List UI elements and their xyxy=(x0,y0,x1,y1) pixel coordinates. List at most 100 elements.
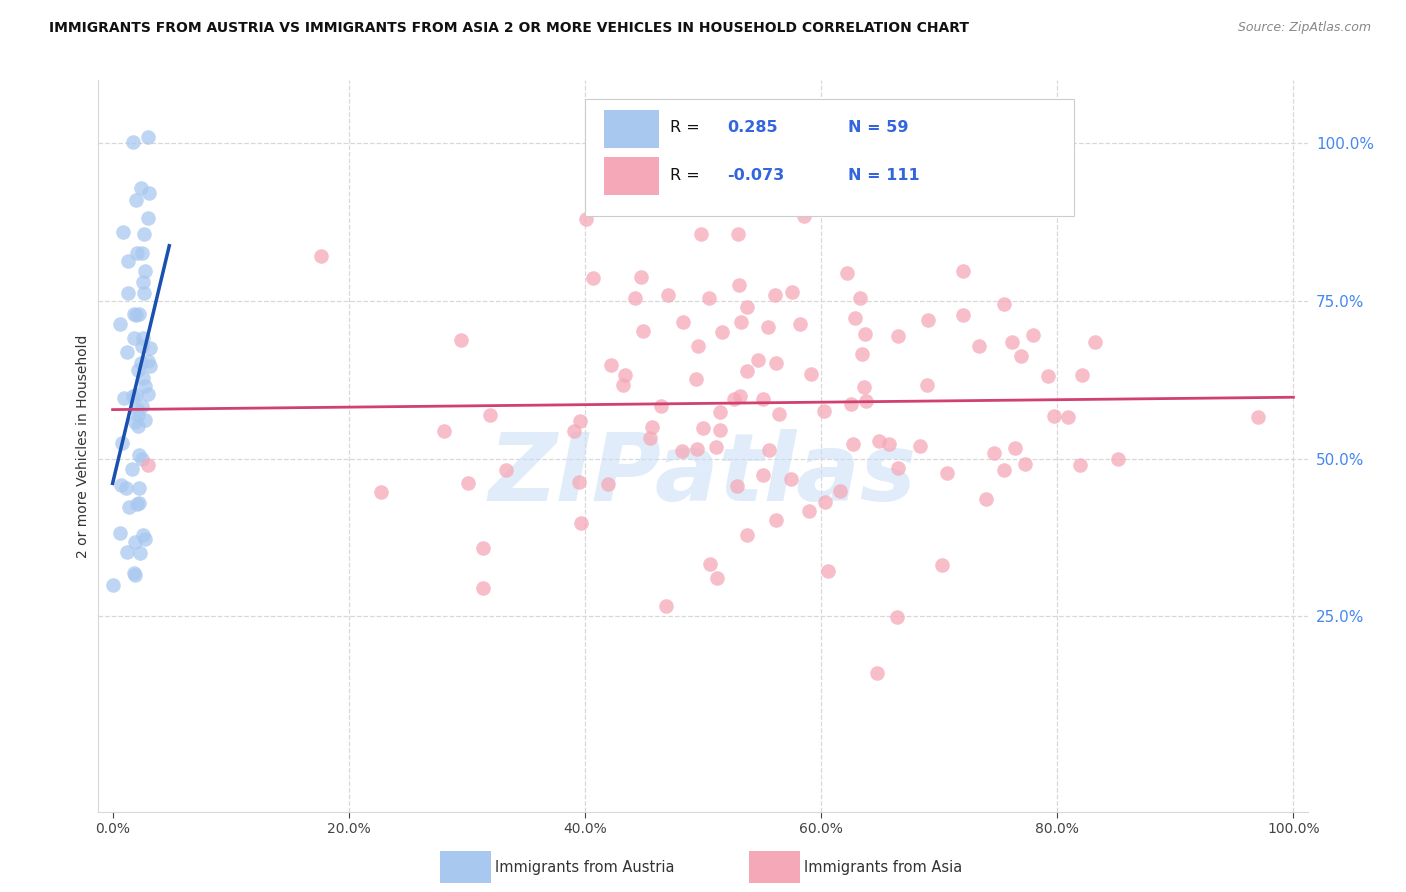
Point xyxy=(128,481,150,495)
Point xyxy=(450,333,472,347)
Point xyxy=(128,545,150,559)
Point xyxy=(131,528,153,542)
Point xyxy=(851,347,873,361)
Point xyxy=(117,286,139,301)
Point xyxy=(1014,457,1036,471)
Point xyxy=(672,316,695,330)
Point xyxy=(735,364,758,378)
Point xyxy=(789,317,811,331)
Point xyxy=(309,249,332,263)
Point xyxy=(569,414,592,428)
Point xyxy=(134,413,156,427)
Point xyxy=(433,424,456,438)
Point xyxy=(479,408,502,422)
Point xyxy=(993,463,1015,477)
Point xyxy=(139,359,162,373)
Point xyxy=(780,285,803,299)
Point xyxy=(877,436,900,450)
Point xyxy=(952,308,974,322)
Point xyxy=(112,391,135,405)
Point xyxy=(936,466,959,480)
Point xyxy=(121,462,143,476)
Text: Source: ZipAtlas.com: Source: ZipAtlas.com xyxy=(1237,21,1371,34)
Point xyxy=(853,326,876,341)
Point xyxy=(868,434,890,449)
Point xyxy=(1022,327,1045,342)
FancyBboxPatch shape xyxy=(603,157,659,195)
Point xyxy=(655,599,678,613)
Text: 0.285: 0.285 xyxy=(727,120,778,136)
Point xyxy=(596,476,619,491)
Point xyxy=(562,424,585,438)
Point xyxy=(917,313,939,327)
Point xyxy=(124,535,146,549)
Point xyxy=(124,331,146,345)
Point xyxy=(111,435,134,450)
Point xyxy=(842,437,865,451)
Point xyxy=(855,394,877,409)
Point xyxy=(122,307,145,321)
Point xyxy=(657,288,679,302)
Point xyxy=(122,566,145,580)
Point xyxy=(138,186,160,200)
Text: Immigrants from Austria: Immigrants from Austria xyxy=(495,860,675,874)
Point xyxy=(129,180,152,194)
Point xyxy=(720,130,742,145)
Point xyxy=(915,377,938,392)
Point xyxy=(650,399,672,413)
Y-axis label: 2 or more Vehicles in Household: 2 or more Vehicles in Household xyxy=(76,334,90,558)
Point xyxy=(134,532,156,546)
Point xyxy=(121,136,143,150)
Point xyxy=(737,528,759,542)
Point xyxy=(752,467,775,482)
Point xyxy=(575,211,598,226)
Point xyxy=(127,498,149,512)
Point xyxy=(849,291,872,305)
Point xyxy=(1043,409,1066,423)
Point xyxy=(457,476,479,491)
Point xyxy=(704,440,727,454)
Text: R =: R = xyxy=(671,168,700,183)
Text: -0.073: -0.073 xyxy=(727,168,785,183)
Point xyxy=(814,495,837,509)
Point xyxy=(1004,441,1026,455)
Point xyxy=(101,578,124,592)
Point xyxy=(568,475,591,489)
Point xyxy=(633,324,655,338)
Point xyxy=(129,356,152,370)
Point xyxy=(612,377,634,392)
Point xyxy=(685,371,707,385)
Point xyxy=(763,288,786,302)
Point xyxy=(136,458,159,473)
Point xyxy=(132,227,155,241)
Point xyxy=(908,439,931,453)
Point xyxy=(122,389,145,403)
Point xyxy=(730,315,752,329)
Point xyxy=(128,308,150,322)
Point xyxy=(706,571,728,585)
Point xyxy=(640,419,662,434)
Point xyxy=(728,389,751,403)
Point xyxy=(1038,369,1060,384)
Point xyxy=(866,665,889,680)
Point xyxy=(128,448,150,462)
Point xyxy=(756,319,779,334)
Point xyxy=(1247,409,1270,424)
Point xyxy=(709,405,731,419)
Point xyxy=(1071,368,1094,383)
Point xyxy=(686,442,709,456)
Point xyxy=(1010,349,1032,363)
Point xyxy=(768,407,790,421)
Text: IMMIGRANTS FROM AUSTRIA VS IMMIGRANTS FROM ASIA 2 OR MORE VEHICLES IN HOUSEHOLD : IMMIGRANTS FROM AUSTRIA VS IMMIGRANTS FR… xyxy=(49,21,969,35)
Point xyxy=(600,358,623,372)
Point xyxy=(108,526,131,541)
Point xyxy=(844,311,866,326)
Point xyxy=(128,496,150,510)
Point xyxy=(671,444,693,458)
Point xyxy=(689,227,711,242)
Point xyxy=(131,451,153,466)
Point xyxy=(727,227,749,241)
Point xyxy=(765,513,787,527)
Point xyxy=(134,379,156,393)
Point xyxy=(131,276,153,290)
